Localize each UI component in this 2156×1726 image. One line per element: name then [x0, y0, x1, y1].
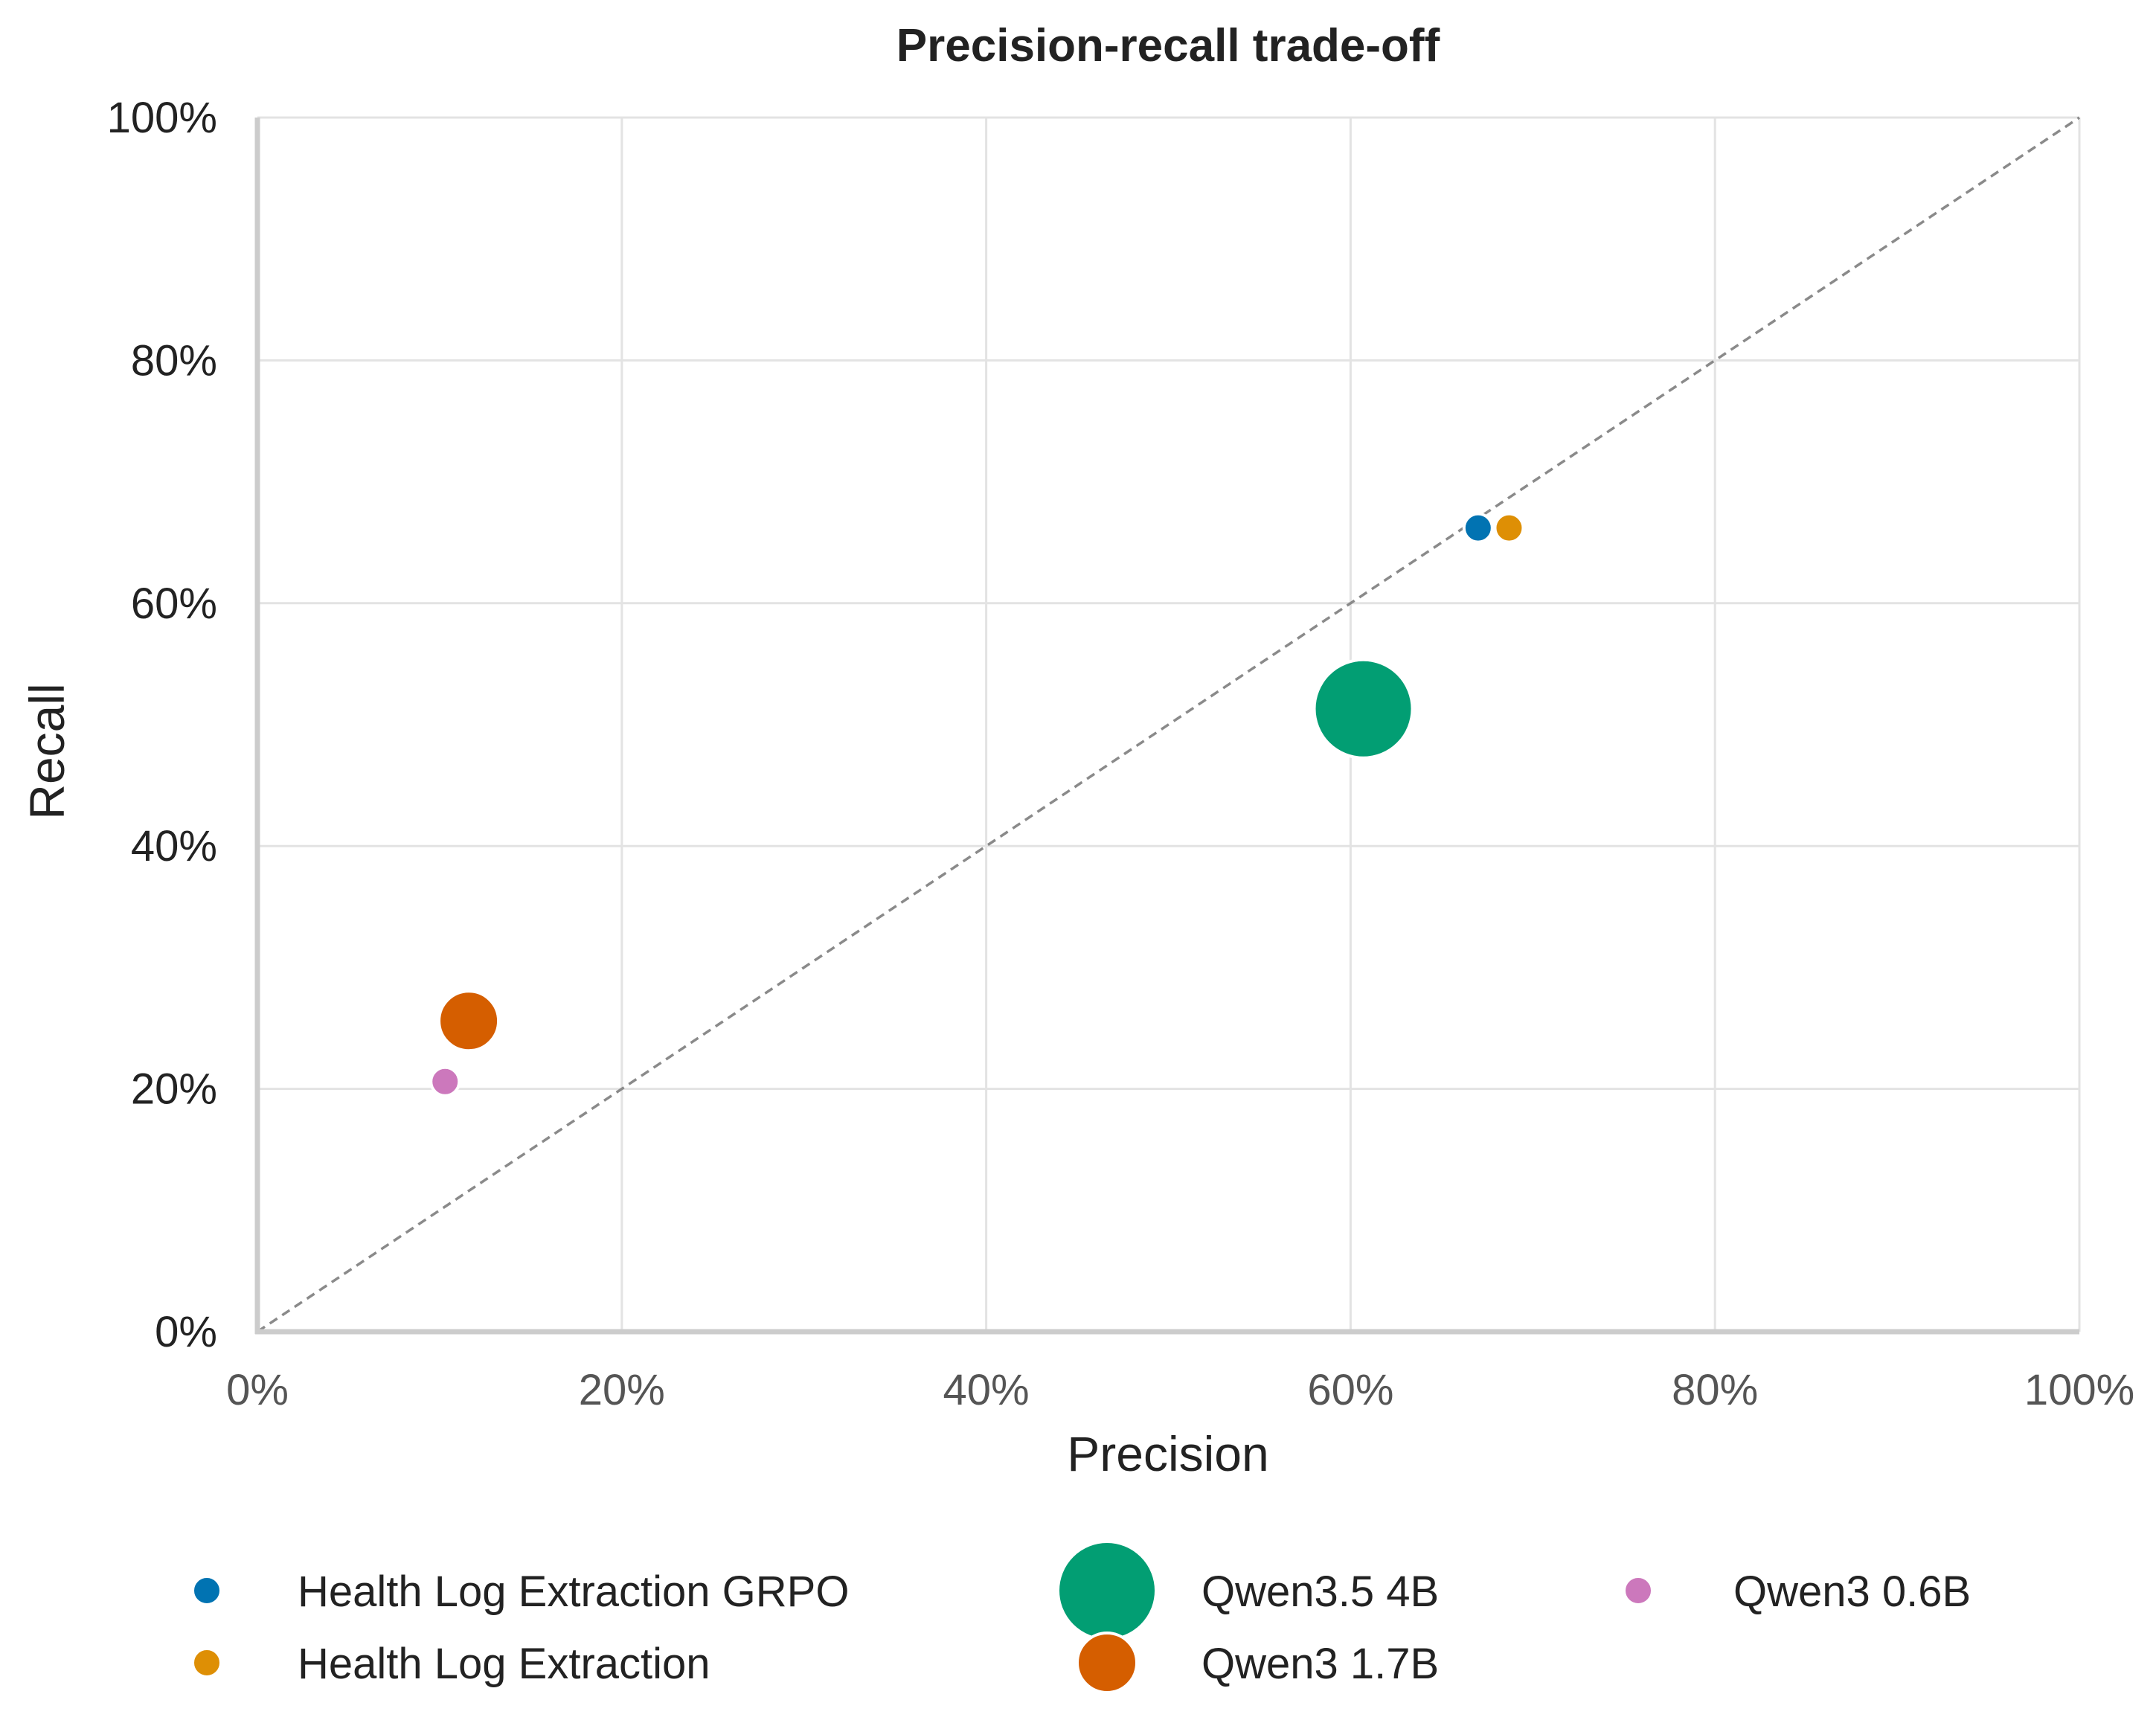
y-axis-label: Recall [19, 683, 74, 819]
legend-label: Health Log Extraction GRPO [298, 1568, 849, 1616]
chart-title: Precision-recall trade-off [896, 20, 1440, 71]
data-point [437, 989, 501, 1053]
x-tick-label: 80% [1672, 1366, 1758, 1414]
y-tick-label: 0% [155, 1308, 217, 1356]
data-point [1462, 512, 1494, 544]
legend-label: Qwen3 1.7B [1201, 1640, 1439, 1688]
data-point [1312, 658, 1414, 760]
y-tick-label: 100% [107, 94, 217, 142]
legend-marker [1076, 1632, 1138, 1694]
axis-spines [254, 118, 2079, 1335]
legend-marker [191, 1647, 222, 1678]
legend-label: Health Log Extraction [298, 1640, 710, 1688]
legend: Health Log Extraction GRPO Health Log Ext… [191, 1540, 1971, 1694]
y-tick-label: 20% [131, 1065, 217, 1114]
legend-marker [1056, 1540, 1158, 1641]
y-tick-label: 40% [131, 822, 217, 870]
x-axis-label: Precision [1067, 1426, 1268, 1481]
legend-label: Qwen3 0.6B [1733, 1568, 1971, 1616]
x-tick-label: 60% [1307, 1366, 1393, 1414]
data-point [429, 1065, 461, 1097]
y-tick-labels: 0% 20% 40% 60% 80% 100% [107, 94, 217, 1356]
diagonal-reference-line [257, 116, 2080, 1333]
data-points [429, 512, 1525, 1097]
y-tick-label: 60% [131, 580, 217, 628]
data-point [1493, 512, 1525, 544]
legend-marker [191, 1575, 222, 1606]
x-tick-label: 0% [226, 1366, 289, 1414]
y-tick-label: 80% [131, 336, 217, 385]
x-tick-label: 20% [579, 1366, 665, 1414]
x-tick-label: 40% [943, 1366, 1030, 1414]
legend-marker [1623, 1575, 1654, 1606]
legend-label: Qwen3.5 4B [1201, 1568, 1439, 1616]
x-tick-labels: 0% 20% 40% 60% 80% 100% [226, 1366, 2134, 1414]
x-tick-label: 100% [2024, 1366, 2134, 1414]
